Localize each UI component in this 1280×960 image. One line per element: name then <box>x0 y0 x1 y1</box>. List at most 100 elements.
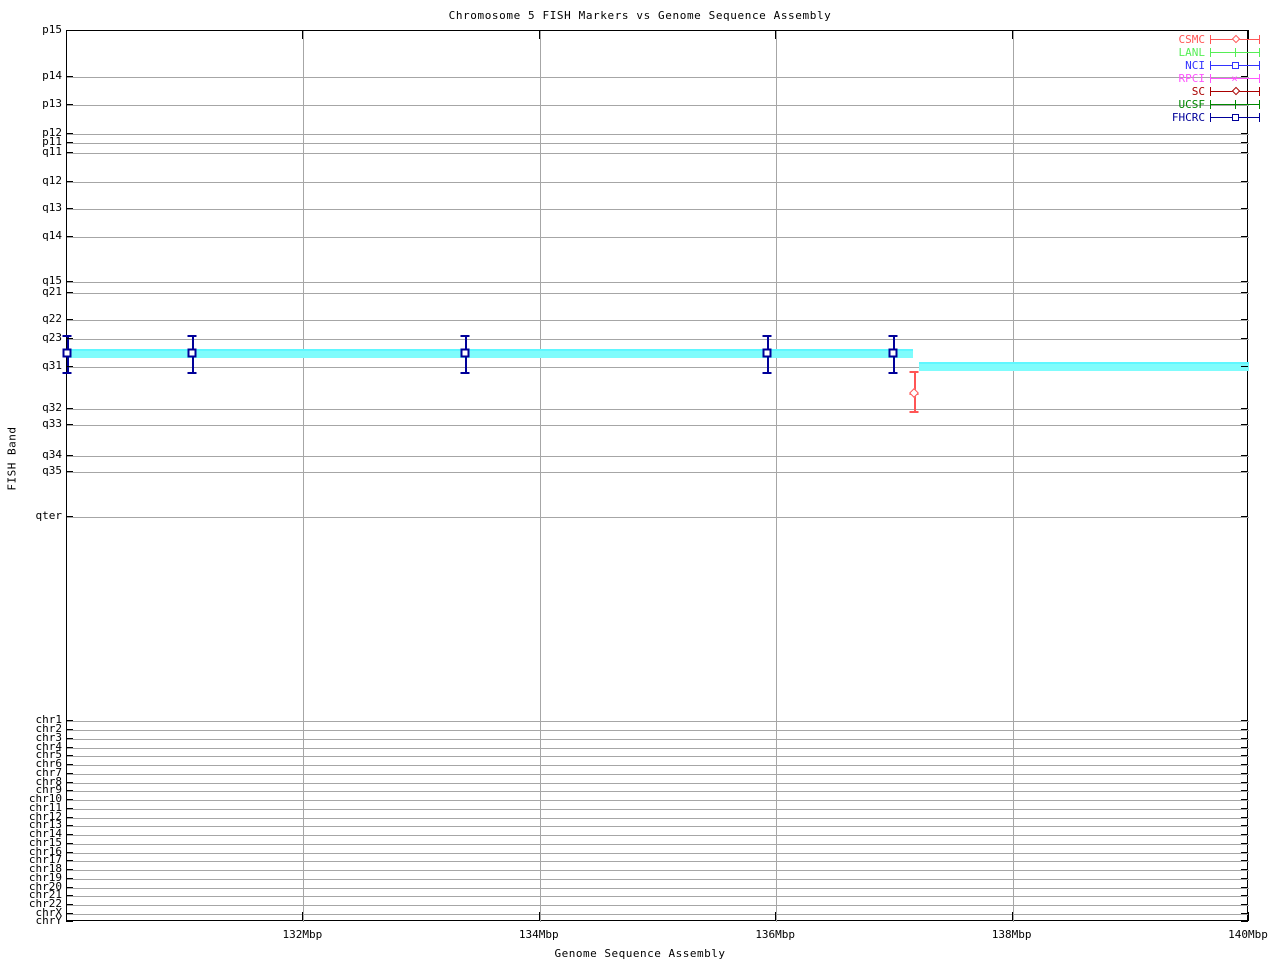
data-point-marker[interactable] <box>187 348 197 358</box>
y-axis-tick-label: q15 <box>42 274 62 287</box>
y-axis-tick-label: q31 <box>42 359 62 372</box>
y-axis-tick-label: chr15 <box>28 836 62 849</box>
y-axis-tick-mark <box>1241 76 1248 77</box>
legend-item-cap <box>1259 87 1260 96</box>
y-axis-tick-mark <box>66 30 73 31</box>
data-point-marker[interactable] <box>460 348 470 358</box>
y-axis-tick-mark <box>66 773 73 774</box>
y-axis-tick-label: chr3 <box>35 731 63 744</box>
y-axis-tick-mark <box>66 366 73 367</box>
y-axis-tick-mark <box>66 825 73 826</box>
y-axis-tick-mark <box>66 808 73 809</box>
data-point-marker[interactable] <box>888 348 898 358</box>
gridline-horizontal <box>67 791 1249 792</box>
error-bar-cap <box>888 335 898 337</box>
gridline-horizontal <box>67 818 1249 819</box>
y-axis-tick-mark <box>1241 913 1248 914</box>
data-point-marker[interactable] <box>762 348 772 358</box>
legend-tick-icon <box>1235 100 1236 109</box>
coverage-band-segment <box>67 349 914 358</box>
legend-item-cap <box>1210 100 1211 109</box>
y-axis-tick-mark <box>66 904 73 905</box>
gridline-horizontal <box>67 888 1249 889</box>
y-axis-tick-label: chr16 <box>28 845 62 858</box>
legend-item[interactable]: CSMC <box>1155 33 1260 46</box>
y-axis-tick-label: p14 <box>42 69 62 82</box>
gridline-horizontal <box>67 425 1249 426</box>
y-axis-tick-mark <box>1241 887 1248 888</box>
y-axis-tick-mark <box>1241 878 1248 879</box>
y-axis-tick-mark <box>1241 817 1248 818</box>
y-axis-tick-label: q35 <box>42 464 62 477</box>
gridline-vertical <box>776 31 778 922</box>
x-axis-tick-mark <box>538 912 540 921</box>
y-axis-tick-mark <box>66 292 73 293</box>
legend-item-label: RPCI <box>1178 72 1206 85</box>
error-bar-cap <box>187 372 197 374</box>
x-axis-tick-mark <box>302 912 304 921</box>
error-bar-cap <box>762 335 772 337</box>
legend-item-label: UCSF <box>1178 98 1206 111</box>
y-axis-tick-mark <box>1241 729 1248 730</box>
gridline-horizontal <box>67 409 1249 410</box>
data-point-marker[interactable] <box>62 348 72 358</box>
y-axis-tick-mark <box>66 755 73 756</box>
data-point-marker[interactable] <box>909 388 920 398</box>
y-axis-tick-mark <box>1241 799 1248 800</box>
y-axis-tick-mark <box>66 834 73 835</box>
legend-item[interactable]: UCSF <box>1155 98 1260 111</box>
y-axis-tick-mark <box>1241 825 1248 826</box>
legend-item-label: NCI <box>1185 59 1205 72</box>
y-axis-tick-mark <box>1241 860 1248 861</box>
y-axis-tick-mark <box>1241 208 1248 209</box>
legend-item-cap <box>1210 48 1211 57</box>
y-axis-tick-mark <box>1241 181 1248 182</box>
y-axis-tick-label: chr22 <box>28 897 62 910</box>
legend-item[interactable]: NCI <box>1155 59 1260 72</box>
y-axis-tick-mark <box>66 104 73 105</box>
legend-item[interactable]: RPCI × <box>1155 72 1260 85</box>
y-axis-tick-mark <box>66 338 73 339</box>
y-axis-tick-mark <box>1241 790 1248 791</box>
error-bar-cap <box>909 411 919 413</box>
legend-item[interactable]: LANL <box>1155 46 1260 59</box>
y-axis-tick-mark <box>66 852 73 853</box>
gridline-horizontal <box>67 853 1249 854</box>
gridline-vertical <box>1012 31 1014 922</box>
legend-item[interactable]: FHCRC <box>1155 111 1260 124</box>
y-axis-tick-mark <box>66 720 73 721</box>
x-axis-title: Genome Sequence Assembly <box>554 947 726 960</box>
y-axis-tick-mark <box>1241 904 1248 905</box>
y-axis-tick-label: q13 <box>42 201 62 214</box>
y-axis-tick-mark <box>1241 366 1248 367</box>
y-axis-tick-label: chr13 <box>28 818 62 831</box>
error-bar-cap <box>909 371 919 373</box>
y-axis-tick-mark <box>1241 455 1248 456</box>
gridline-horizontal <box>67 456 1249 457</box>
y-axis-tick-mark <box>1241 408 1248 409</box>
y-axis-tick-mark <box>66 799 73 800</box>
gridline-horizontal <box>67 320 1249 321</box>
y-axis-tick-label: chr4 <box>35 740 63 753</box>
gridline-horizontal <box>67 721 1249 722</box>
gridline-horizontal <box>67 844 1249 845</box>
legend-item-cap <box>1259 48 1260 57</box>
gridline-horizontal <box>67 77 1249 78</box>
y-axis-tick-mark <box>1241 782 1248 783</box>
gridline-horizontal <box>67 134 1249 135</box>
y-axis-tick-mark <box>66 181 73 182</box>
y-axis-tick-mark <box>66 471 73 472</box>
gridline-horizontal <box>67 472 1249 473</box>
y-axis-tick-mark <box>1241 852 1248 853</box>
y-axis-tick-label: chrY <box>35 914 63 927</box>
legend-item[interactable]: SC <box>1155 85 1260 98</box>
gridline-horizontal <box>67 182 1249 183</box>
gridline-horizontal <box>67 914 1249 915</box>
y-axis-tick-mark <box>1241 921 1248 922</box>
gridline-horizontal <box>67 339 1249 340</box>
legend-item-cap <box>1210 61 1211 70</box>
y-axis-tick-mark <box>1241 738 1248 739</box>
y-axis-tick-mark <box>66 860 73 861</box>
gridline-vertical <box>539 31 541 922</box>
y-axis-tick-label: chr5 <box>35 748 63 761</box>
